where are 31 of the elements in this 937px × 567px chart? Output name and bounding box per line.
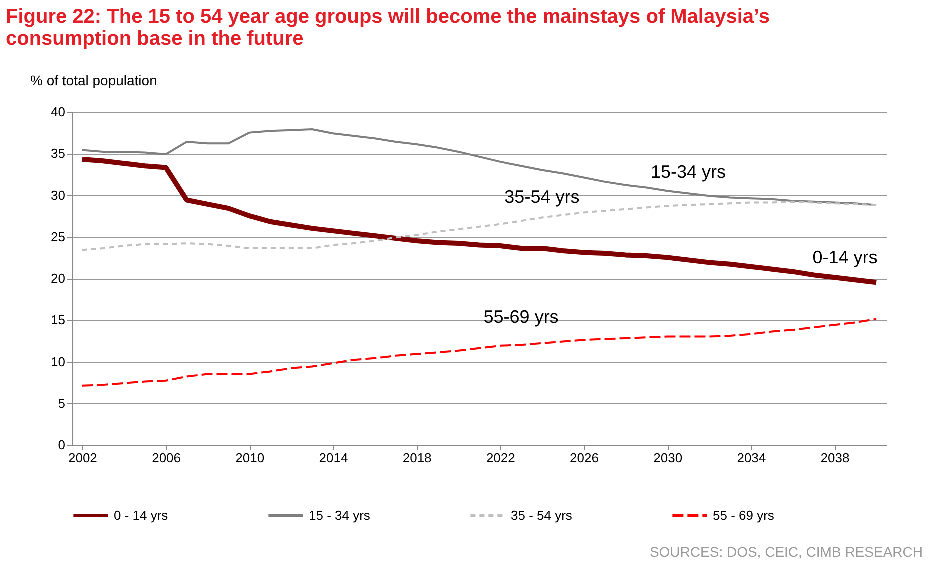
x-tick-label: 2026	[570, 450, 599, 466]
x-tick-label: 2014	[319, 450, 348, 466]
y-tick-label: 0	[58, 438, 66, 452]
y-tick-label: 15	[51, 312, 66, 328]
x-tick-label: 2034	[737, 450, 766, 466]
legend-label: 15 - 34 yrs	[309, 508, 371, 523]
y-tick-label: 5	[58, 396, 66, 411]
x-tick-label: 2002	[68, 450, 98, 466]
y-tick-label: 10	[51, 354, 66, 370]
annotation: 55-69 yrs	[484, 306, 559, 327]
annotation: 0-14 yrs	[812, 248, 878, 268]
y-tick-label: 20	[51, 271, 66, 286]
legend-label: 35 - 54 yrs	[511, 508, 573, 523]
x-tick-label: 2006	[152, 450, 181, 466]
chart-title: Figure 22: The 15 to 54 year age groups will become the mainstays of Malaysia’s consumption base in the future	[6, 6, 771, 50]
y-tick-label: 40	[51, 104, 66, 120]
y-tick-label: 25	[51, 229, 66, 244]
source-note: SOURCES: DOS, CEIC, CIMB RESEARCH	[650, 544, 923, 560]
annotation: 35-54 yrs	[504, 186, 580, 207]
x-tick-label: 2018	[402, 450, 432, 466]
x-tick-label: 2038	[820, 450, 850, 466]
y-tick-label: 30	[51, 188, 66, 203]
x-tick-label: 2022	[486, 450, 516, 466]
legend-label: 0 - 14 yrs	[114, 508, 169, 523]
line-series	[81, 128, 878, 206]
y-axis-title: % of total population	[30, 72, 158, 88]
y-tick-label: 35	[51, 146, 66, 162]
x-tick-label: 2010	[236, 450, 265, 466]
x-tick-label: 2030	[654, 450, 683, 466]
annotation: 15-34 yrs	[650, 162, 726, 182]
legend-label: 55 - 69 yrs	[713, 508, 775, 523]
